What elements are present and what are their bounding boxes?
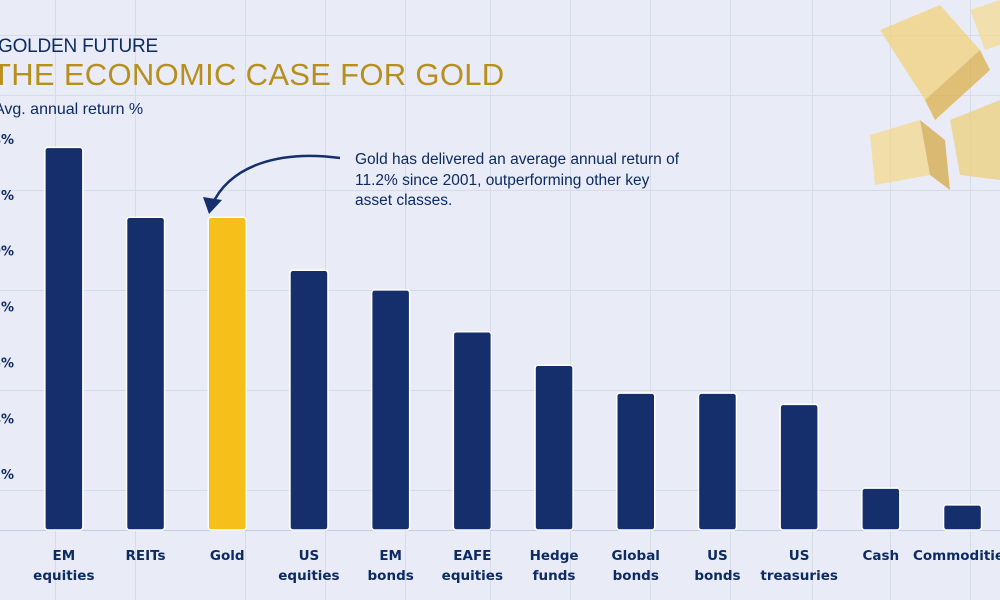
x-tick-label: Commodities <box>913 548 1000 564</box>
bar <box>616 392 656 531</box>
y-tick-label: 10% <box>0 245 14 260</box>
x-tick-label: REITs <box>126 548 166 564</box>
x-tick-label: Gold <box>210 548 245 564</box>
bar <box>452 330 493 531</box>
bar <box>861 487 901 531</box>
bar <box>779 403 819 531</box>
y-tick-label: 2% <box>0 468 14 483</box>
x-tick-label: US treasuries <box>760 548 838 584</box>
x-tick-label: EAFE equities <box>442 548 503 584</box>
bar-highlight <box>207 216 247 531</box>
y-tick-label: 14% <box>0 133 14 148</box>
y-tick-label: 4% <box>0 412 14 427</box>
x-tick-label: Global bonds <box>612 548 660 584</box>
x-tick-label: US bonds <box>694 548 740 584</box>
y-tick-label: 8% <box>0 301 14 316</box>
x-tick-label: EM equities <box>33 548 94 584</box>
bar <box>942 504 983 531</box>
bar <box>125 216 166 531</box>
chart-annotation: Gold has delivered an average annual ret… <box>355 151 679 209</box>
annotation-arrow <box>210 154 341 206</box>
y-tick-label: 6% <box>0 356 14 371</box>
x-tick-label: Hedge funds <box>530 548 579 584</box>
y-tick-label: 12% <box>0 189 14 204</box>
bar <box>289 269 329 531</box>
bar <box>370 289 411 531</box>
bar <box>534 364 574 531</box>
chart-title: THE ECONOMIC CASE FOR GOLD <box>0 57 505 92</box>
x-tick-label: EM bonds <box>368 548 414 584</box>
x-tick-label: Cash <box>863 548 900 564</box>
x-tick-label: US equities <box>278 548 339 584</box>
annotation-arrowhead <box>203 197 222 214</box>
gold-bars-illustration <box>870 0 1000 190</box>
bar <box>44 146 84 531</box>
bar <box>697 392 738 531</box>
chart-kicker: GOLDEN FUTURE <box>0 36 158 57</box>
y-axis-label: Avg. annual return % <box>0 101 144 118</box>
